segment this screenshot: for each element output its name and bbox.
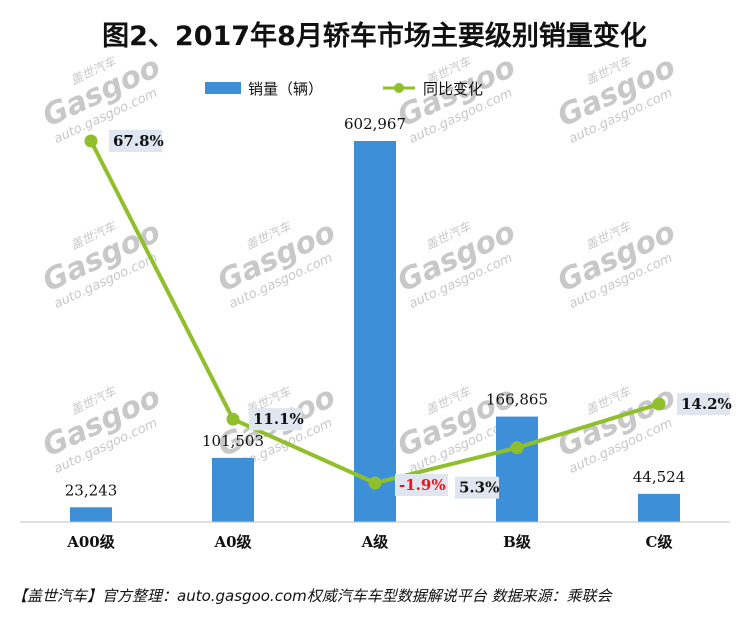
legend-label-line: 同比变化	[423, 80, 483, 98]
legend-swatch-marker	[394, 83, 404, 93]
bar-value-label: 166,865	[486, 391, 548, 409]
bar-value-label: 23,243	[65, 481, 118, 499]
line-value-label: 11.1%	[253, 410, 304, 428]
line-point	[226, 412, 240, 426]
line-value-label: 5.3%	[459, 479, 499, 497]
line-label-box	[249, 408, 302, 431]
legend: 销量（辆） 同比变化	[205, 80, 483, 98]
bar	[212, 457, 254, 522]
legend-swatch-bar	[205, 82, 241, 94]
line-label-box	[677, 393, 730, 416]
bar-value-labels: 23,243 101,503 602,967 166,865 44,524	[65, 115, 686, 499]
chart-title: 图2、2017年8月轿车市场主要级别销量变化	[102, 21, 647, 52]
x-tick-label: C级	[646, 533, 674, 551]
line-point	[510, 441, 524, 455]
line-value-label: 14.2%	[681, 395, 732, 413]
footer-source: 【盖世汽车】官方整理：auto.gasgoo.com权威汽车车型数据解说平台 数…	[12, 587, 612, 605]
bar	[496, 416, 538, 522]
line-series	[84, 134, 666, 490]
x-tick-label: A0级	[213, 533, 252, 551]
line-point	[652, 397, 666, 411]
line-label-box	[395, 474, 448, 496]
line-point	[84, 134, 98, 148]
line-value-label: -1.9%	[399, 476, 446, 494]
bar-value-label: 44,524	[633, 468, 686, 486]
x-axis: A00级 A0级 A级 B级 C级	[20, 521, 730, 551]
line-value-label: 67.8%	[113, 132, 164, 150]
bar-value-label: 602,967	[344, 115, 406, 133]
legend-label-bar: 销量（辆）	[248, 80, 323, 98]
line-value-labels: 67.8% 11.1% -1.9% 5.3% 14.2%	[109, 130, 732, 499]
bar	[70, 507, 112, 522]
line-label-box	[109, 130, 162, 152]
x-tick-label: A00级	[66, 533, 116, 551]
bar	[354, 141, 396, 522]
line-label-box	[455, 476, 499, 499]
bar	[638, 493, 680, 522]
line-point	[368, 476, 382, 490]
x-tick-label: A级	[361, 533, 390, 551]
bar-series	[70, 141, 680, 522]
x-tick-label: B级	[503, 533, 532, 551]
bar-value-label: 101,503	[202, 432, 264, 450]
